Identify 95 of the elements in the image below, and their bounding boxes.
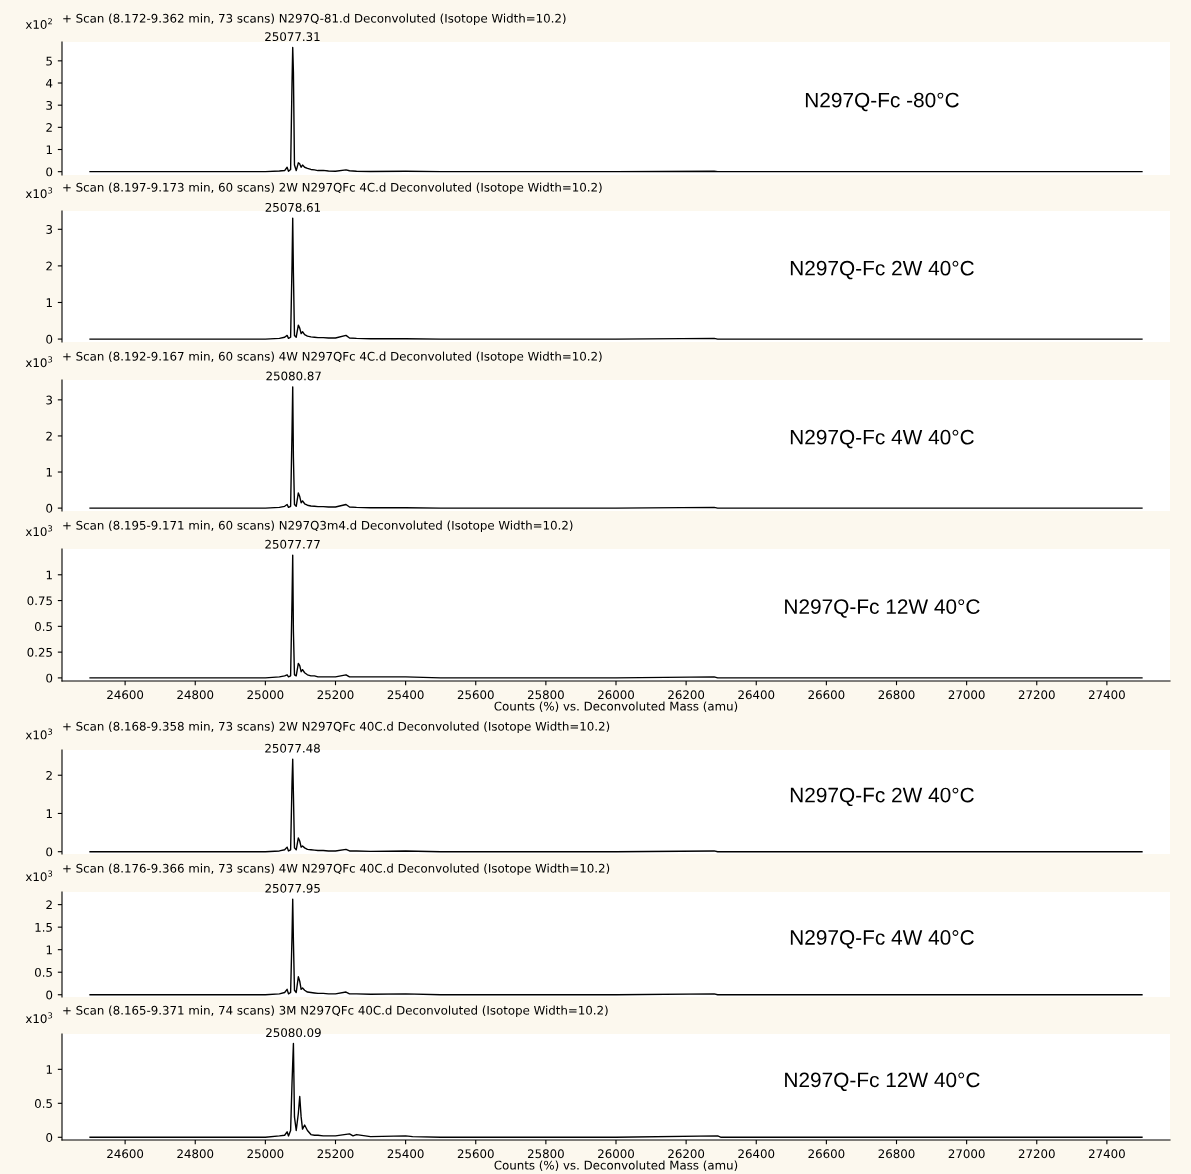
y-tick-label: 0.5 xyxy=(34,967,52,977)
x-tick-label: 25000 xyxy=(247,1149,284,1159)
line-series xyxy=(89,386,1143,509)
chart-title: + Scan (8.172-9.362 min, 73 scans) N297Q-81.d Deconvoluted (Isotope Width=10.2) xyxy=(63,13,566,26)
y-tick-label: 1 xyxy=(46,467,52,477)
annotation: 25077.77 xyxy=(265,539,320,549)
y-tick-label: 1 xyxy=(46,298,52,307)
y-tick-label: 2 xyxy=(46,770,52,780)
annotation: N297Q-Fc 12W 40°C xyxy=(785,599,980,618)
chart-title: + Scan (8.165-9.371 min, 74 scans) 3M N297QFc 40C.d Deconvoluted (Isotope Width=10.2) xyxy=(63,1005,608,1018)
x-tick-label: 27400 xyxy=(1088,1149,1125,1159)
y-tick-label: 0 xyxy=(46,673,53,683)
x-tick-label: 24600 xyxy=(107,690,144,700)
x-tick-label: 26600 xyxy=(808,1149,845,1159)
x-axis-title: Counts (%) vs. Deconvoluted Mass (amu) xyxy=(494,701,738,712)
y-axis-title: x10$^{3}$ xyxy=(25,187,53,199)
x-tick-label: 27400 xyxy=(1088,690,1125,700)
x-tick-label: 24800 xyxy=(177,690,214,700)
x-tick-label: 26400 xyxy=(738,690,775,700)
y-tick-label: 0 xyxy=(46,847,53,857)
line-series xyxy=(89,217,1143,340)
x-tick-label: 26000 xyxy=(598,1149,634,1159)
x-tick-label: 25800 xyxy=(527,1149,564,1159)
annotation: N297Q-Fc 4W 40°C xyxy=(790,930,974,949)
x-tick-label: 25400 xyxy=(387,690,424,700)
line-series xyxy=(89,898,1143,996)
y-tick-label: 2 xyxy=(46,261,52,271)
y-tick-label: 1 xyxy=(46,145,52,154)
annotation: 25080.87 xyxy=(266,371,321,381)
x-tick-label: 24800 xyxy=(177,1149,214,1159)
y-tick-label: 0.5 xyxy=(34,1099,52,1108)
y-axis-title: x10$^{3}$ xyxy=(25,728,53,740)
y-tick-label: 0.75 xyxy=(27,596,52,606)
x-tick-label: 25400 xyxy=(387,1149,424,1159)
y-tick-label: 3 xyxy=(46,225,53,234)
y-tick-label: 2 xyxy=(46,123,52,132)
x-tick-label: 26200 xyxy=(668,1149,705,1159)
x-tick-label: 26400 xyxy=(738,1149,775,1159)
x-tick-label: 26800 xyxy=(878,1149,915,1159)
y-tick-label: 0.5 xyxy=(34,622,52,631)
line-series xyxy=(89,758,1143,853)
y-tick-label: 2 xyxy=(46,431,52,441)
annotation: 25077.48 xyxy=(265,743,320,753)
x-tick-label: 25000 xyxy=(247,690,284,700)
y-axis-title: x10$^{3}$ xyxy=(25,1012,53,1024)
x-tick-label: 25200 xyxy=(317,690,354,700)
annotation: N297Q-Fc 2W 40°C xyxy=(790,260,974,280)
x-tick-label: 27000 xyxy=(948,1149,985,1159)
x-tick-label: 25800 xyxy=(527,690,564,700)
y-tick-label: 0 xyxy=(46,1133,53,1142)
chart-title: + Scan (8.192-9.167 min, 60 scans) 4W N297QFc 4C.d Deconvoluted (Isotope Width=10.2) xyxy=(63,351,602,364)
y-tick-label: 3 xyxy=(46,395,53,405)
x-tick-label: 24600 xyxy=(107,1149,144,1159)
y-tick-label: 2 xyxy=(46,900,52,910)
y-axis-title: x10$^{3}$ xyxy=(25,525,53,537)
y-tick-label: 0 xyxy=(46,167,53,177)
annotation: N297Q-Fc 2W 40°C xyxy=(790,787,974,807)
chart-title: + Scan (8.176-9.366 min, 73 scans) 4W N297QFc 40C.d Deconvoluted (Isotope Width=10.2) xyxy=(63,863,610,876)
y-tick-label: 1 xyxy=(46,570,52,580)
y-tick-label: 0.25 xyxy=(27,647,52,657)
line-series xyxy=(89,46,1143,173)
y-tick-label: 1.5 xyxy=(35,923,52,932)
x-tick-label: 25200 xyxy=(317,1149,354,1159)
y-tick-label: 0 xyxy=(46,990,53,1000)
chart-title: + Scan (8.195-9.171 min, 60 scans) N297Q3m4.d Deconvoluted (Isotope Width=10.2) xyxy=(63,520,573,533)
y-axis-title: x10$^{2}$ xyxy=(25,18,52,29)
y-tick-label: 1 xyxy=(46,945,52,955)
annotation: 25078.61 xyxy=(265,202,320,212)
y-tick-label: 4 xyxy=(46,78,53,88)
x-tick-label: 25600 xyxy=(457,1149,494,1159)
x-tick-label: 25600 xyxy=(457,690,494,700)
y-tick-label: 1 xyxy=(46,1065,52,1074)
y-tick-label: 3 xyxy=(46,100,53,110)
x-tick-label: 26000 xyxy=(598,690,634,700)
x-tick-label: 26600 xyxy=(808,690,845,700)
annotation: 25080.09 xyxy=(266,1028,321,1038)
x-tick-label: 27200 xyxy=(1018,690,1055,700)
x-tick-label: 26800 xyxy=(878,690,915,700)
annotation: 25077.95 xyxy=(265,883,320,893)
chart-title: + Scan (8.197-9.173 min, 60 scans) 2W N297QFc 4C.d Deconvoluted (Isotope Width=10.2) xyxy=(63,182,602,195)
annotation: N297Q-Fc 4W 40°C xyxy=(790,429,974,449)
chart-title: + Scan (8.168-9.358 min, 73 scans) 2W N297QFc 40C.d Deconvoluted (Isotope Width=10.2) xyxy=(63,721,610,734)
y-axis-title: x10$^{3}$ xyxy=(25,356,53,368)
x-tick-label: 27000 xyxy=(948,690,985,700)
y-tick-label: 0 xyxy=(46,503,53,513)
y-axis-title: x10$^{3}$ xyxy=(25,870,53,882)
x-tick-label: 26200 xyxy=(668,690,705,700)
annotation: 25077.31 xyxy=(265,32,320,42)
annotation: N297Q-Fc 12W 40°C xyxy=(785,1072,980,1092)
y-tick-label: 5 xyxy=(46,56,52,66)
y-tick-label: 1 xyxy=(46,809,52,818)
annotation: N297Q-Fc -80°C xyxy=(805,92,959,112)
x-tick-label: 27200 xyxy=(1018,1149,1055,1159)
x-axis-title: Counts (%) vs. Deconvoluted Mass (amu) xyxy=(494,1160,738,1171)
y-tick-label: 0 xyxy=(46,334,53,344)
